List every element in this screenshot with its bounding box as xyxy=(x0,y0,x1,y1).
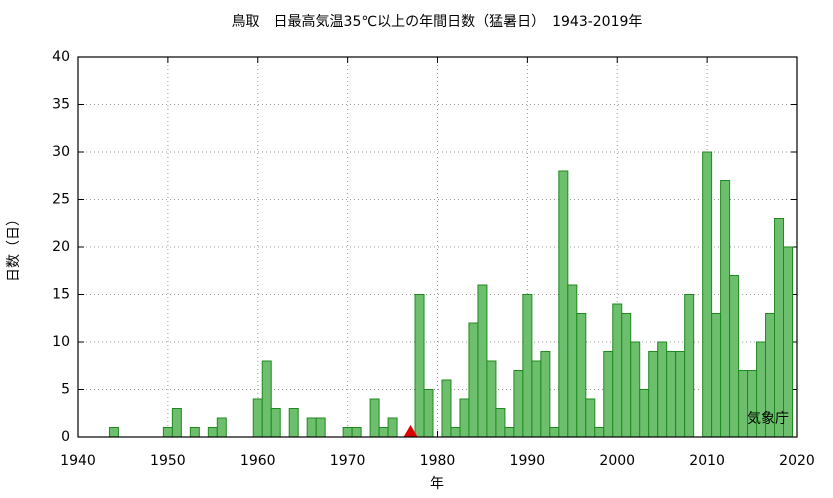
annotation: 気象庁 xyxy=(747,411,789,427)
y-tick-label: 10 xyxy=(52,334,70,350)
y-axis-label: 日数（日） xyxy=(6,212,22,282)
bar xyxy=(171,408,182,438)
bar xyxy=(738,370,749,438)
bar xyxy=(342,427,353,438)
bar xyxy=(612,303,623,438)
bar xyxy=(513,370,524,438)
bar xyxy=(585,398,596,438)
bar xyxy=(549,427,560,438)
bar xyxy=(621,313,632,438)
bar xyxy=(378,427,389,438)
bar xyxy=(657,341,668,438)
bar xyxy=(531,360,542,438)
bar xyxy=(684,294,695,438)
x-axis-label: 年 xyxy=(430,476,444,492)
bar xyxy=(630,341,641,438)
bar xyxy=(315,417,326,438)
bar xyxy=(702,151,713,438)
bar xyxy=(369,398,380,438)
bar xyxy=(720,180,731,438)
bar xyxy=(450,427,461,438)
bar xyxy=(639,389,650,438)
bar xyxy=(252,398,263,438)
bar xyxy=(729,275,740,438)
bar xyxy=(558,170,569,438)
bar xyxy=(495,408,506,438)
bar xyxy=(504,427,515,438)
bar xyxy=(261,360,272,438)
bar xyxy=(576,313,587,438)
bar xyxy=(774,218,785,438)
bar xyxy=(216,417,227,438)
x-tick-label: 1950 xyxy=(150,453,186,469)
x-tick-label: 1940 xyxy=(60,453,96,469)
y-tick-label: 5 xyxy=(61,382,70,398)
y-tick-label: 15 xyxy=(52,287,70,303)
x-tick-label: 2000 xyxy=(599,453,635,469)
bar xyxy=(675,351,686,438)
y-tick-label: 30 xyxy=(52,144,70,160)
bar xyxy=(486,360,497,438)
x-tick-label: 1960 xyxy=(240,453,276,469)
bar xyxy=(414,294,425,438)
bar xyxy=(783,246,794,438)
bar xyxy=(567,284,578,438)
y-tick-label: 40 xyxy=(52,49,70,65)
bar xyxy=(477,284,488,438)
y-tick-label: 0 xyxy=(61,429,70,445)
missing-marker xyxy=(403,425,418,437)
bar xyxy=(189,427,200,438)
bar xyxy=(468,322,479,438)
x-tick-label: 1980 xyxy=(420,453,456,469)
bar xyxy=(711,313,722,438)
bar xyxy=(270,408,281,438)
bar xyxy=(387,417,398,438)
x-tick-label: 2010 xyxy=(689,453,725,469)
y-tick-label: 25 xyxy=(52,192,70,208)
bar xyxy=(648,351,659,438)
bar xyxy=(351,427,362,438)
x-tick-label: 1990 xyxy=(510,453,546,469)
chart-title: 鳥取 日最高気温35℃以上の年間日数（猛暑日） 1943-2019年 xyxy=(232,13,643,30)
x-tick-label: 2020 xyxy=(779,453,815,469)
bar xyxy=(666,351,677,438)
x-tick-label: 1970 xyxy=(330,453,366,469)
bar xyxy=(459,398,470,438)
bar xyxy=(108,427,119,438)
bar xyxy=(423,389,434,438)
bar xyxy=(306,417,317,438)
y-tick-label: 20 xyxy=(52,239,70,255)
bar xyxy=(603,351,614,438)
bar xyxy=(594,427,605,438)
bar xyxy=(441,379,452,438)
bar xyxy=(207,427,218,438)
bar xyxy=(540,351,551,438)
y-tick-label: 35 xyxy=(52,97,70,113)
bar xyxy=(162,427,173,438)
plot-frame xyxy=(77,56,798,438)
bar xyxy=(288,408,299,438)
bar xyxy=(522,294,533,438)
bar xyxy=(747,370,758,438)
